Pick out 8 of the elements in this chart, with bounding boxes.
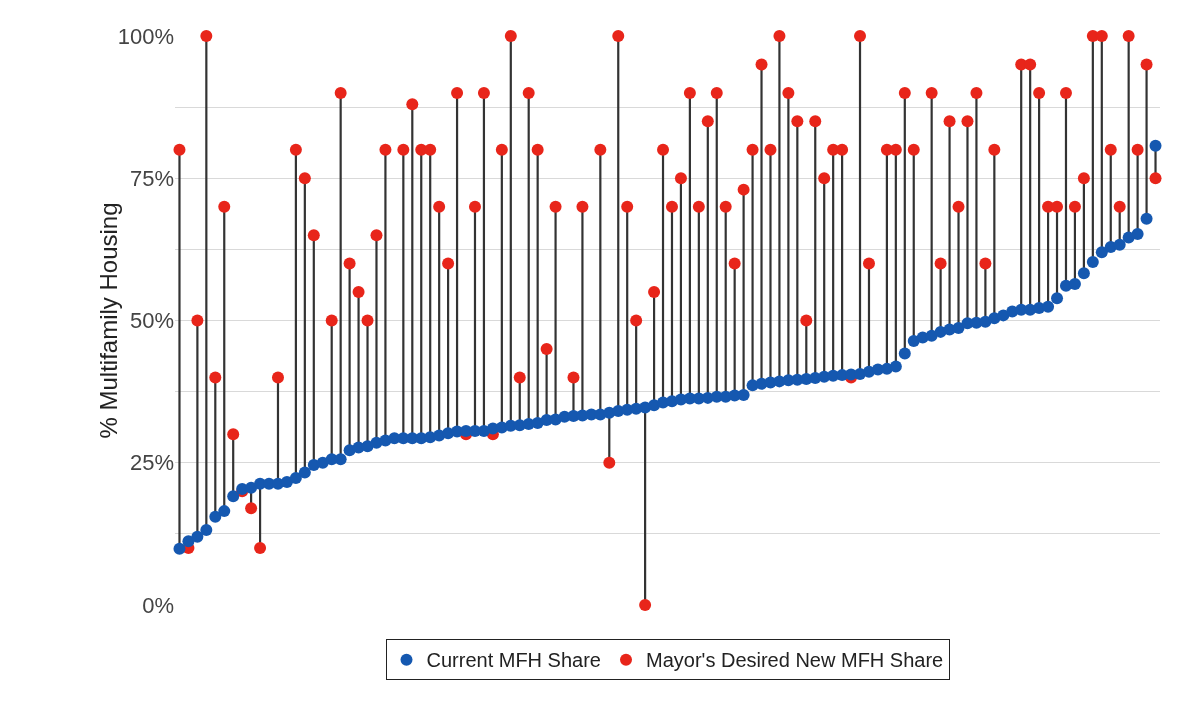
legend-label: Mayor's Desired New MFH Share — [646, 649, 944, 672]
y-tick-label: 50% — [129, 308, 174, 334]
y-axis-title: % Multifamily Housing — [95, 202, 122, 439]
y-tick-label: 100% — [117, 23, 174, 49]
y-tick-label: 75% — [129, 165, 174, 191]
legend-label: Current MFH Share — [426, 649, 601, 672]
y-tick-label: 25% — [129, 450, 174, 476]
y-tick-label: 0% — [142, 592, 174, 618]
